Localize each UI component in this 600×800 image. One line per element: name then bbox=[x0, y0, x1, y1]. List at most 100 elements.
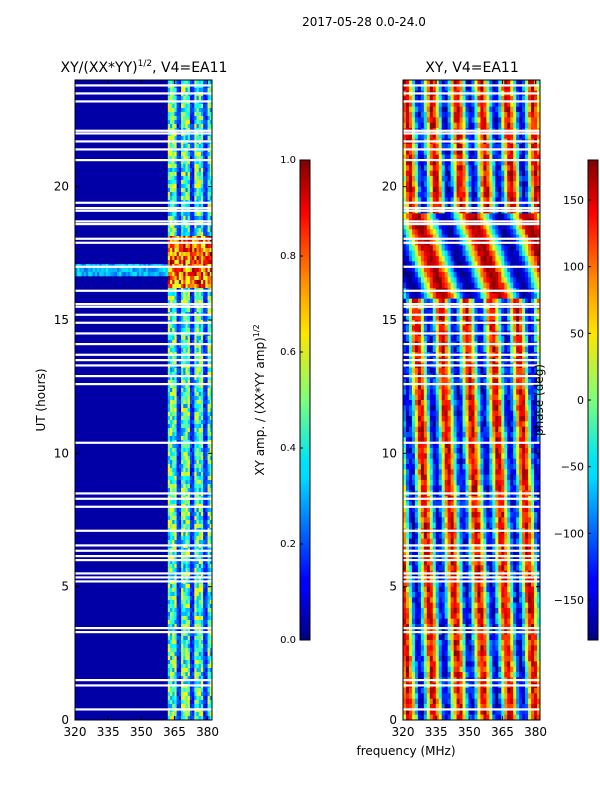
heatmap-cell bbox=[477, 101, 481, 107]
heatmap-cell bbox=[167, 560, 171, 565]
heatmap-cell bbox=[207, 368, 211, 373]
heatmap-cell bbox=[205, 136, 208, 141]
heatmap-cell bbox=[90, 268, 93, 273]
heatmap-cell bbox=[185, 284, 188, 289]
heatmap-cell bbox=[504, 197, 508, 203]
heatmap-cell bbox=[189, 328, 193, 333]
heatmap-cell bbox=[172, 196, 175, 201]
heatmap-cell bbox=[417, 117, 422, 123]
heatmap-cell bbox=[444, 85, 448, 91]
heatmap-cell bbox=[192, 532, 195, 537]
heatmap-cell bbox=[192, 672, 195, 677]
heatmap-cell bbox=[203, 292, 206, 297]
heatmap-cell bbox=[187, 700, 191, 705]
heatmap-cell bbox=[489, 96, 493, 102]
heatmap-cell bbox=[178, 668, 182, 673]
heatmap-cell bbox=[200, 336, 204, 341]
heatmap-cell bbox=[187, 500, 191, 505]
heatmap-cell bbox=[459, 85, 463, 91]
heatmap-cell bbox=[480, 133, 484, 139]
flagged-row bbox=[75, 441, 212, 444]
heatmap-cell bbox=[207, 392, 211, 397]
heatmap-cell bbox=[167, 212, 171, 217]
heatmap-cell bbox=[170, 600, 173, 605]
heatmap-cell bbox=[181, 652, 184, 657]
heatmap-cell bbox=[174, 88, 177, 93]
heatmap-cell bbox=[192, 340, 195, 345]
heatmap-cell bbox=[513, 133, 517, 139]
heatmap-cell bbox=[176, 268, 180, 273]
heatmap-cell bbox=[200, 144, 204, 149]
heatmap-cell bbox=[203, 224, 206, 229]
heatmap-cell bbox=[471, 101, 475, 107]
heatmap-cell bbox=[178, 568, 182, 573]
heatmap-cell bbox=[441, 197, 445, 203]
heatmap-cell bbox=[187, 432, 191, 437]
heatmap-cell bbox=[194, 432, 197, 437]
heatmap-cell bbox=[192, 252, 195, 257]
heatmap-cell bbox=[172, 456, 175, 461]
heatmap-cell bbox=[516, 117, 520, 123]
heatmap-cell bbox=[174, 676, 177, 681]
heatmap-cell bbox=[189, 324, 193, 329]
heatmap-cell bbox=[183, 136, 186, 141]
heatmap-cell bbox=[468, 202, 472, 209]
heatmap-cell bbox=[178, 512, 182, 517]
heatmap-cell bbox=[181, 624, 184, 629]
heatmap-cell bbox=[525, 133, 529, 139]
heatmap-cell bbox=[192, 204, 195, 209]
heatmap-cell bbox=[438, 154, 443, 161]
heatmap-cell bbox=[207, 584, 211, 589]
heatmap-cell bbox=[192, 400, 195, 405]
heatmap-cell bbox=[174, 248, 177, 253]
heatmap-cell bbox=[198, 292, 202, 297]
heatmap-cell bbox=[477, 117, 481, 123]
heatmap-cell bbox=[203, 204, 206, 209]
heatmap-cell bbox=[170, 96, 173, 101]
heatmap-cell bbox=[441, 176, 445, 182]
heatmap-cell bbox=[174, 292, 177, 297]
heatmap-cell bbox=[172, 672, 175, 677]
heatmap-cell bbox=[170, 712, 173, 717]
heatmap-cell bbox=[207, 192, 211, 197]
heatmap-cell bbox=[403, 133, 407, 139]
heatmap-cell bbox=[187, 644, 191, 649]
heatmap-cell bbox=[203, 344, 206, 349]
heatmap-cell bbox=[172, 80, 175, 85]
heatmap-cell bbox=[170, 384, 173, 389]
heatmap-cell bbox=[209, 344, 213, 349]
heatmap-cell bbox=[420, 133, 425, 139]
heatmap-cell bbox=[189, 272, 193, 277]
heatmap-cell bbox=[174, 484, 177, 489]
heatmap-cell bbox=[205, 256, 208, 261]
heatmap-cell bbox=[187, 108, 191, 113]
heatmap-cell bbox=[207, 592, 211, 597]
heatmap-cell bbox=[207, 564, 211, 569]
heatmap-cell bbox=[196, 384, 200, 389]
heatmap-cell bbox=[189, 384, 193, 389]
heatmap-cell bbox=[189, 644, 193, 649]
heatmap-cell bbox=[414, 170, 419, 177]
heatmap-cell bbox=[209, 656, 213, 661]
heatmap-cell bbox=[510, 250, 514, 257]
heatmap-cell bbox=[525, 117, 529, 123]
heatmap-cell bbox=[477, 106, 481, 113]
heatmap-cell bbox=[172, 464, 175, 469]
heatmap-cell bbox=[531, 245, 535, 251]
heatmap-cell bbox=[167, 316, 171, 321]
heatmap-cell bbox=[167, 136, 171, 141]
heatmap-cell bbox=[205, 376, 208, 381]
heatmap-cell bbox=[185, 156, 188, 161]
heatmap-cell bbox=[525, 197, 529, 203]
heatmap-cell bbox=[183, 116, 186, 121]
heatmap-cell bbox=[170, 388, 173, 393]
heatmap-cell bbox=[170, 340, 173, 345]
heatmap-cell bbox=[181, 224, 184, 229]
heatmap-cell bbox=[516, 165, 520, 171]
flagged-row bbox=[75, 92, 212, 95]
heatmap-cell bbox=[178, 448, 182, 453]
heatmap-cell bbox=[181, 164, 184, 169]
heatmap-cell bbox=[414, 106, 419, 113]
heatmap-cell bbox=[181, 292, 184, 297]
heatmap-cell bbox=[513, 112, 517, 118]
